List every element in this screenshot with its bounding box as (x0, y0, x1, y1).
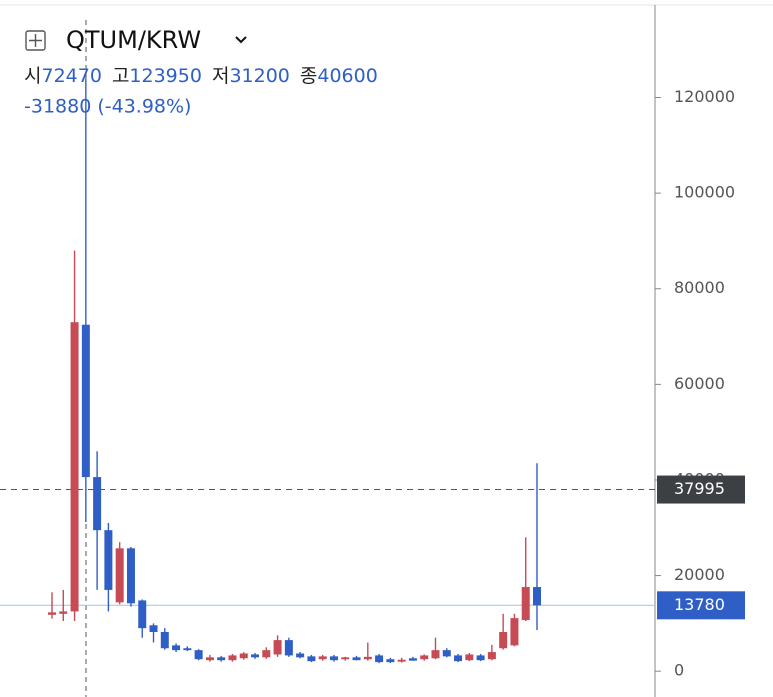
y-tick-label: 80000 (674, 278, 725, 297)
dropdown-icon[interactable] (235, 36, 247, 44)
candle-body (307, 656, 316, 662)
candle-body (363, 656, 372, 660)
last-price-label-bg (657, 591, 745, 620)
candle-body (352, 657, 361, 661)
candle-body (499, 631, 508, 649)
candle-body (93, 477, 102, 531)
chart-title[interactable]: QTUM/KRW (66, 26, 201, 54)
y-tick-label: 120000 (674, 87, 735, 106)
crosshair-label: 37995 (674, 479, 725, 498)
candle-body (81, 324, 90, 478)
candle-body (318, 656, 327, 660)
candle-body (104, 530, 113, 590)
candle-body (149, 625, 158, 632)
candle-body (420, 655, 429, 660)
legend-change: -31880 (-43.98%) (24, 96, 191, 118)
crosshair-label-bg (657, 475, 745, 504)
candle-body (138, 600, 147, 629)
candle-body (341, 657, 350, 660)
candle-body (476, 655, 485, 661)
candle-body (510, 618, 519, 646)
y-tick-label: 100000 (674, 183, 735, 202)
candle-body (251, 654, 260, 658)
last-price-label: 13780 (674, 595, 725, 614)
candle-body (205, 657, 214, 661)
candle-body (284, 640, 293, 656)
candle-body (296, 653, 305, 658)
legend-value: 40600 (317, 65, 377, 87)
legend-value: 31200 (229, 65, 289, 87)
candle-body (375, 655, 384, 663)
candle-body (183, 648, 192, 651)
ohlc-legend: 시72470 고123950 저31200 종40600 (24, 65, 378, 87)
candle-body (160, 631, 169, 649)
candle-body (386, 659, 395, 663)
candle-body (397, 659, 406, 662)
candle-body (48, 612, 56, 615)
candle-body (126, 548, 135, 604)
candle-body (70, 322, 79, 612)
candle-body (115, 548, 124, 603)
candle-body (521, 587, 530, 621)
candle-body (487, 652, 496, 660)
candle-body (273, 640, 282, 655)
candle-body (442, 650, 451, 657)
candle-body (465, 654, 474, 661)
add-icon[interactable] (25, 30, 46, 51)
candle-body (172, 645, 181, 651)
y-tick-label: 0 (674, 661, 684, 680)
candle-body (228, 655, 237, 661)
candle-body (59, 611, 68, 614)
y-tick-label: 60000 (674, 374, 725, 393)
legend-label: 종 (300, 65, 317, 87)
candle-body (408, 658, 417, 661)
legend-label: 고 (112, 65, 129, 87)
add-icon-plus (29, 34, 42, 47)
candle-body (431, 650, 440, 659)
legend-value: 72470 (41, 65, 101, 87)
candle-body (533, 587, 541, 606)
legend-label: 저 (212, 65, 229, 87)
candle-body (262, 650, 271, 658)
candle-body (239, 653, 248, 659)
legend-value: 123950 (129, 65, 202, 87)
candle-body (194, 650, 203, 660)
candle-body (217, 657, 226, 661)
y-tick-label: 20000 (674, 565, 725, 584)
candle-body (329, 656, 338, 661)
candle-body (454, 655, 463, 662)
legend-label: 시 (24, 65, 41, 87)
